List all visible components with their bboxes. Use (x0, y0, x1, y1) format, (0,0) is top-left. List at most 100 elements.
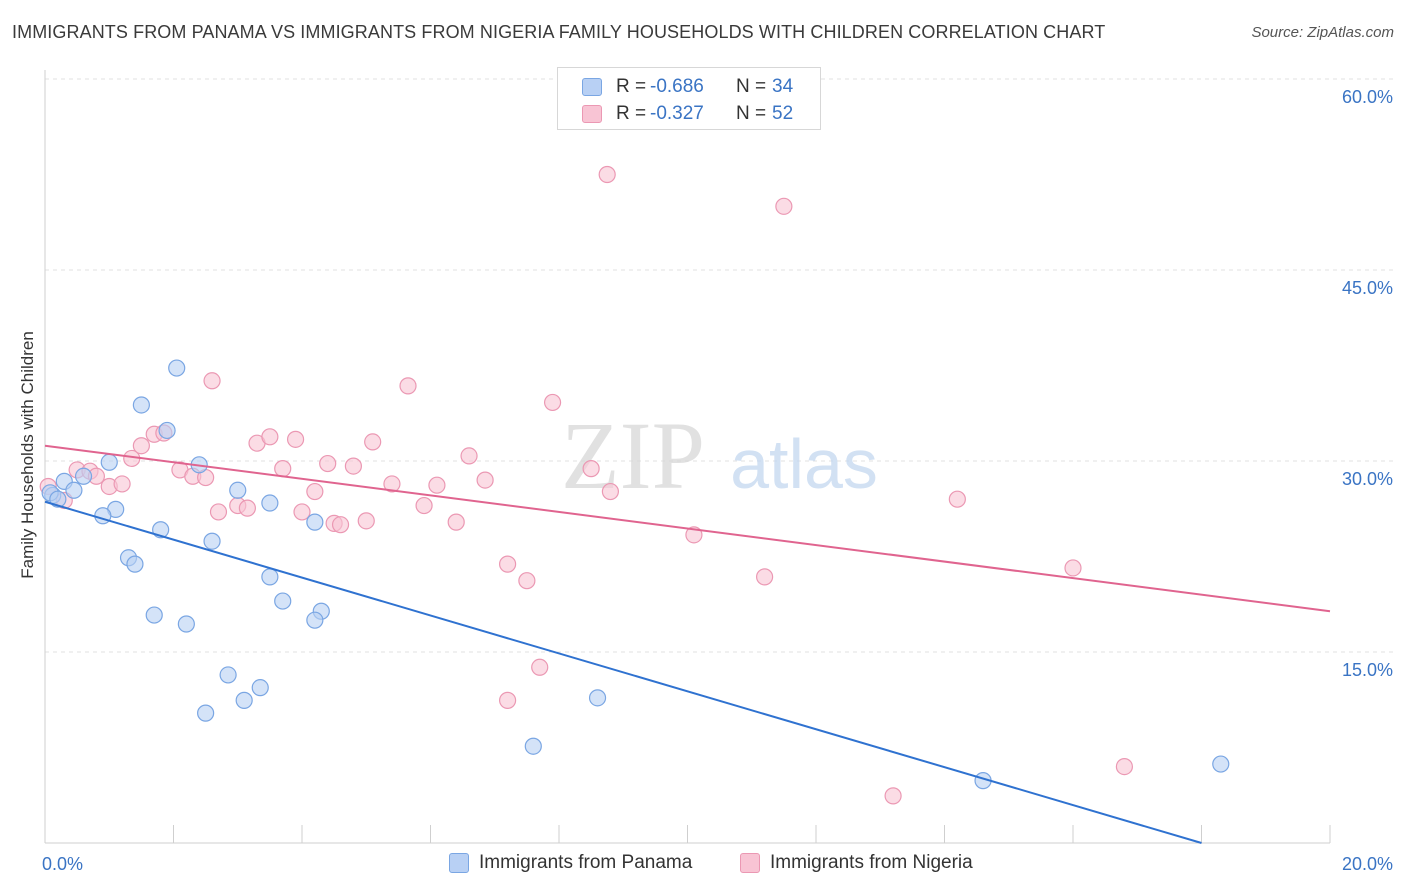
legend-r-value-panama: -0.686 (650, 76, 704, 97)
nigeria-point (476, 471, 494, 489)
panama-point (229, 481, 247, 499)
legend-r-label: R = (616, 76, 647, 97)
watermark: ZIP atlas (561, 402, 878, 509)
nigeria-point (447, 513, 465, 531)
legend-n-value-nigeria: 52 (772, 103, 794, 124)
nigeria-point (598, 165, 616, 184)
panama-point (132, 396, 150, 414)
chart-title: IMMIGRANTS FROM PANAMA VS IMMIGRANTS FRO… (12, 22, 1106, 42)
panama-point (235, 691, 253, 709)
nigeria-point (499, 555, 517, 573)
x-tick-label: 0.0% (42, 854, 83, 874)
watermark-atlas: atlas (730, 425, 878, 503)
panama-point (524, 737, 542, 755)
nigeria-point (685, 526, 703, 544)
panama-point (74, 467, 93, 485)
y-tick-label: 30.0% (1342, 469, 1393, 489)
bottom-legend-panama: Immigrants from Panama (449, 852, 692, 874)
nigeria-point (755, 568, 774, 586)
nigeria-point (132, 437, 150, 455)
nigeria-point (319, 454, 337, 473)
panama-point (261, 568, 279, 586)
nigeria-point (293, 503, 311, 521)
legend-r-label: R = (616, 103, 647, 124)
panama-point (177, 615, 195, 633)
panama-trend-line (44, 500, 1202, 844)
bottom-legend-nigeria: Immigrants from Nigeria (740, 852, 973, 874)
panama-point (197, 704, 215, 722)
bottom-legend-swatch-panama (449, 853, 469, 873)
nigeria-trend-line (44, 444, 1331, 613)
axes (44, 70, 1331, 844)
panama-point (1212, 755, 1230, 773)
legend-n-label: N = (736, 103, 767, 124)
gridlines (45, 78, 1395, 653)
x-tick-label: 20.0% (1342, 854, 1393, 874)
legend-swatch-nigeria (582, 105, 602, 123)
nigeria-point (357, 512, 375, 530)
panama-point (145, 606, 163, 624)
nigeria-point (344, 457, 362, 475)
nigeria-point (543, 393, 562, 412)
panama-point (65, 481, 83, 499)
y-tick-label: 15.0% (1342, 660, 1393, 680)
nigeria-point (209, 503, 228, 521)
series-nigeria-points (39, 165, 1134, 805)
nigeria-point (383, 475, 401, 493)
nigeria-point (113, 475, 131, 493)
nigeria-point (1064, 559, 1082, 577)
nigeria-point (518, 572, 536, 590)
panama-point (203, 532, 221, 550)
nigeria-point (238, 499, 256, 517)
bottom-legend-label-panama: Immigrants from Panama (479, 852, 693, 873)
nigeria-point (399, 377, 417, 395)
nigeria-point (364, 433, 382, 451)
y-tick-label: 45.0% (1342, 278, 1393, 298)
panama-point (306, 513, 324, 531)
panama-point (168, 359, 186, 377)
panama-point (219, 666, 237, 684)
nigeria-point (428, 476, 446, 494)
legend-n-label: N = (736, 76, 767, 97)
source-label: Source: ZipAtlas.com (1251, 24, 1394, 41)
series-panama-points (41, 359, 1230, 790)
correlation-legend: R = -0.686 N = 34 R = -0.327 N = 52 (557, 67, 821, 130)
panama-point (158, 421, 176, 440)
bottom-legend-swatch-nigeria (740, 853, 760, 873)
watermark-zip: ZIP (561, 402, 705, 509)
nigeria-point (274, 460, 292, 478)
legend-row-panama: R = -0.686 N = 34 (582, 75, 793, 99)
tick-labels: 15.0% 30.0% 45.0% 60.0% 0.0% 20.0% (42, 87, 1393, 874)
legend-row-nigeria: R = -0.327 N = 52 (582, 102, 793, 126)
nigeria-point (775, 197, 793, 215)
panama-point (100, 453, 118, 471)
panama-point (261, 494, 279, 512)
nigeria-point (331, 516, 350, 534)
nigeria-point (1115, 757, 1134, 776)
legend-r-value-nigeria: -0.327 (650, 103, 704, 124)
nigeria-point (415, 496, 433, 515)
nigeria-point (948, 490, 966, 508)
y-axis-label: Family Households with Children (18, 331, 37, 579)
legend-swatch-panama (582, 78, 602, 96)
nigeria-point (261, 428, 279, 446)
nigeria-point (460, 447, 478, 465)
nigeria-point (499, 691, 517, 709)
nigeria-point (306, 482, 324, 501)
nigeria-point (884, 787, 902, 805)
panama-point (306, 611, 324, 629)
y-tick-label: 60.0% (1342, 87, 1393, 107)
panama-point (251, 679, 269, 697)
nigeria-point (203, 372, 221, 390)
panama-point (49, 490, 67, 508)
nigeria-point (601, 482, 620, 501)
nigeria-point (531, 658, 549, 676)
nigeria-point (286, 430, 305, 448)
panama-point (588, 689, 607, 707)
bottom-legend-label-nigeria: Immigrants from Nigeria (770, 852, 973, 873)
panama-point (274, 592, 292, 610)
nigeria-point (582, 460, 600, 478)
trend-lines (44, 444, 1331, 844)
panama-point (126, 555, 144, 573)
